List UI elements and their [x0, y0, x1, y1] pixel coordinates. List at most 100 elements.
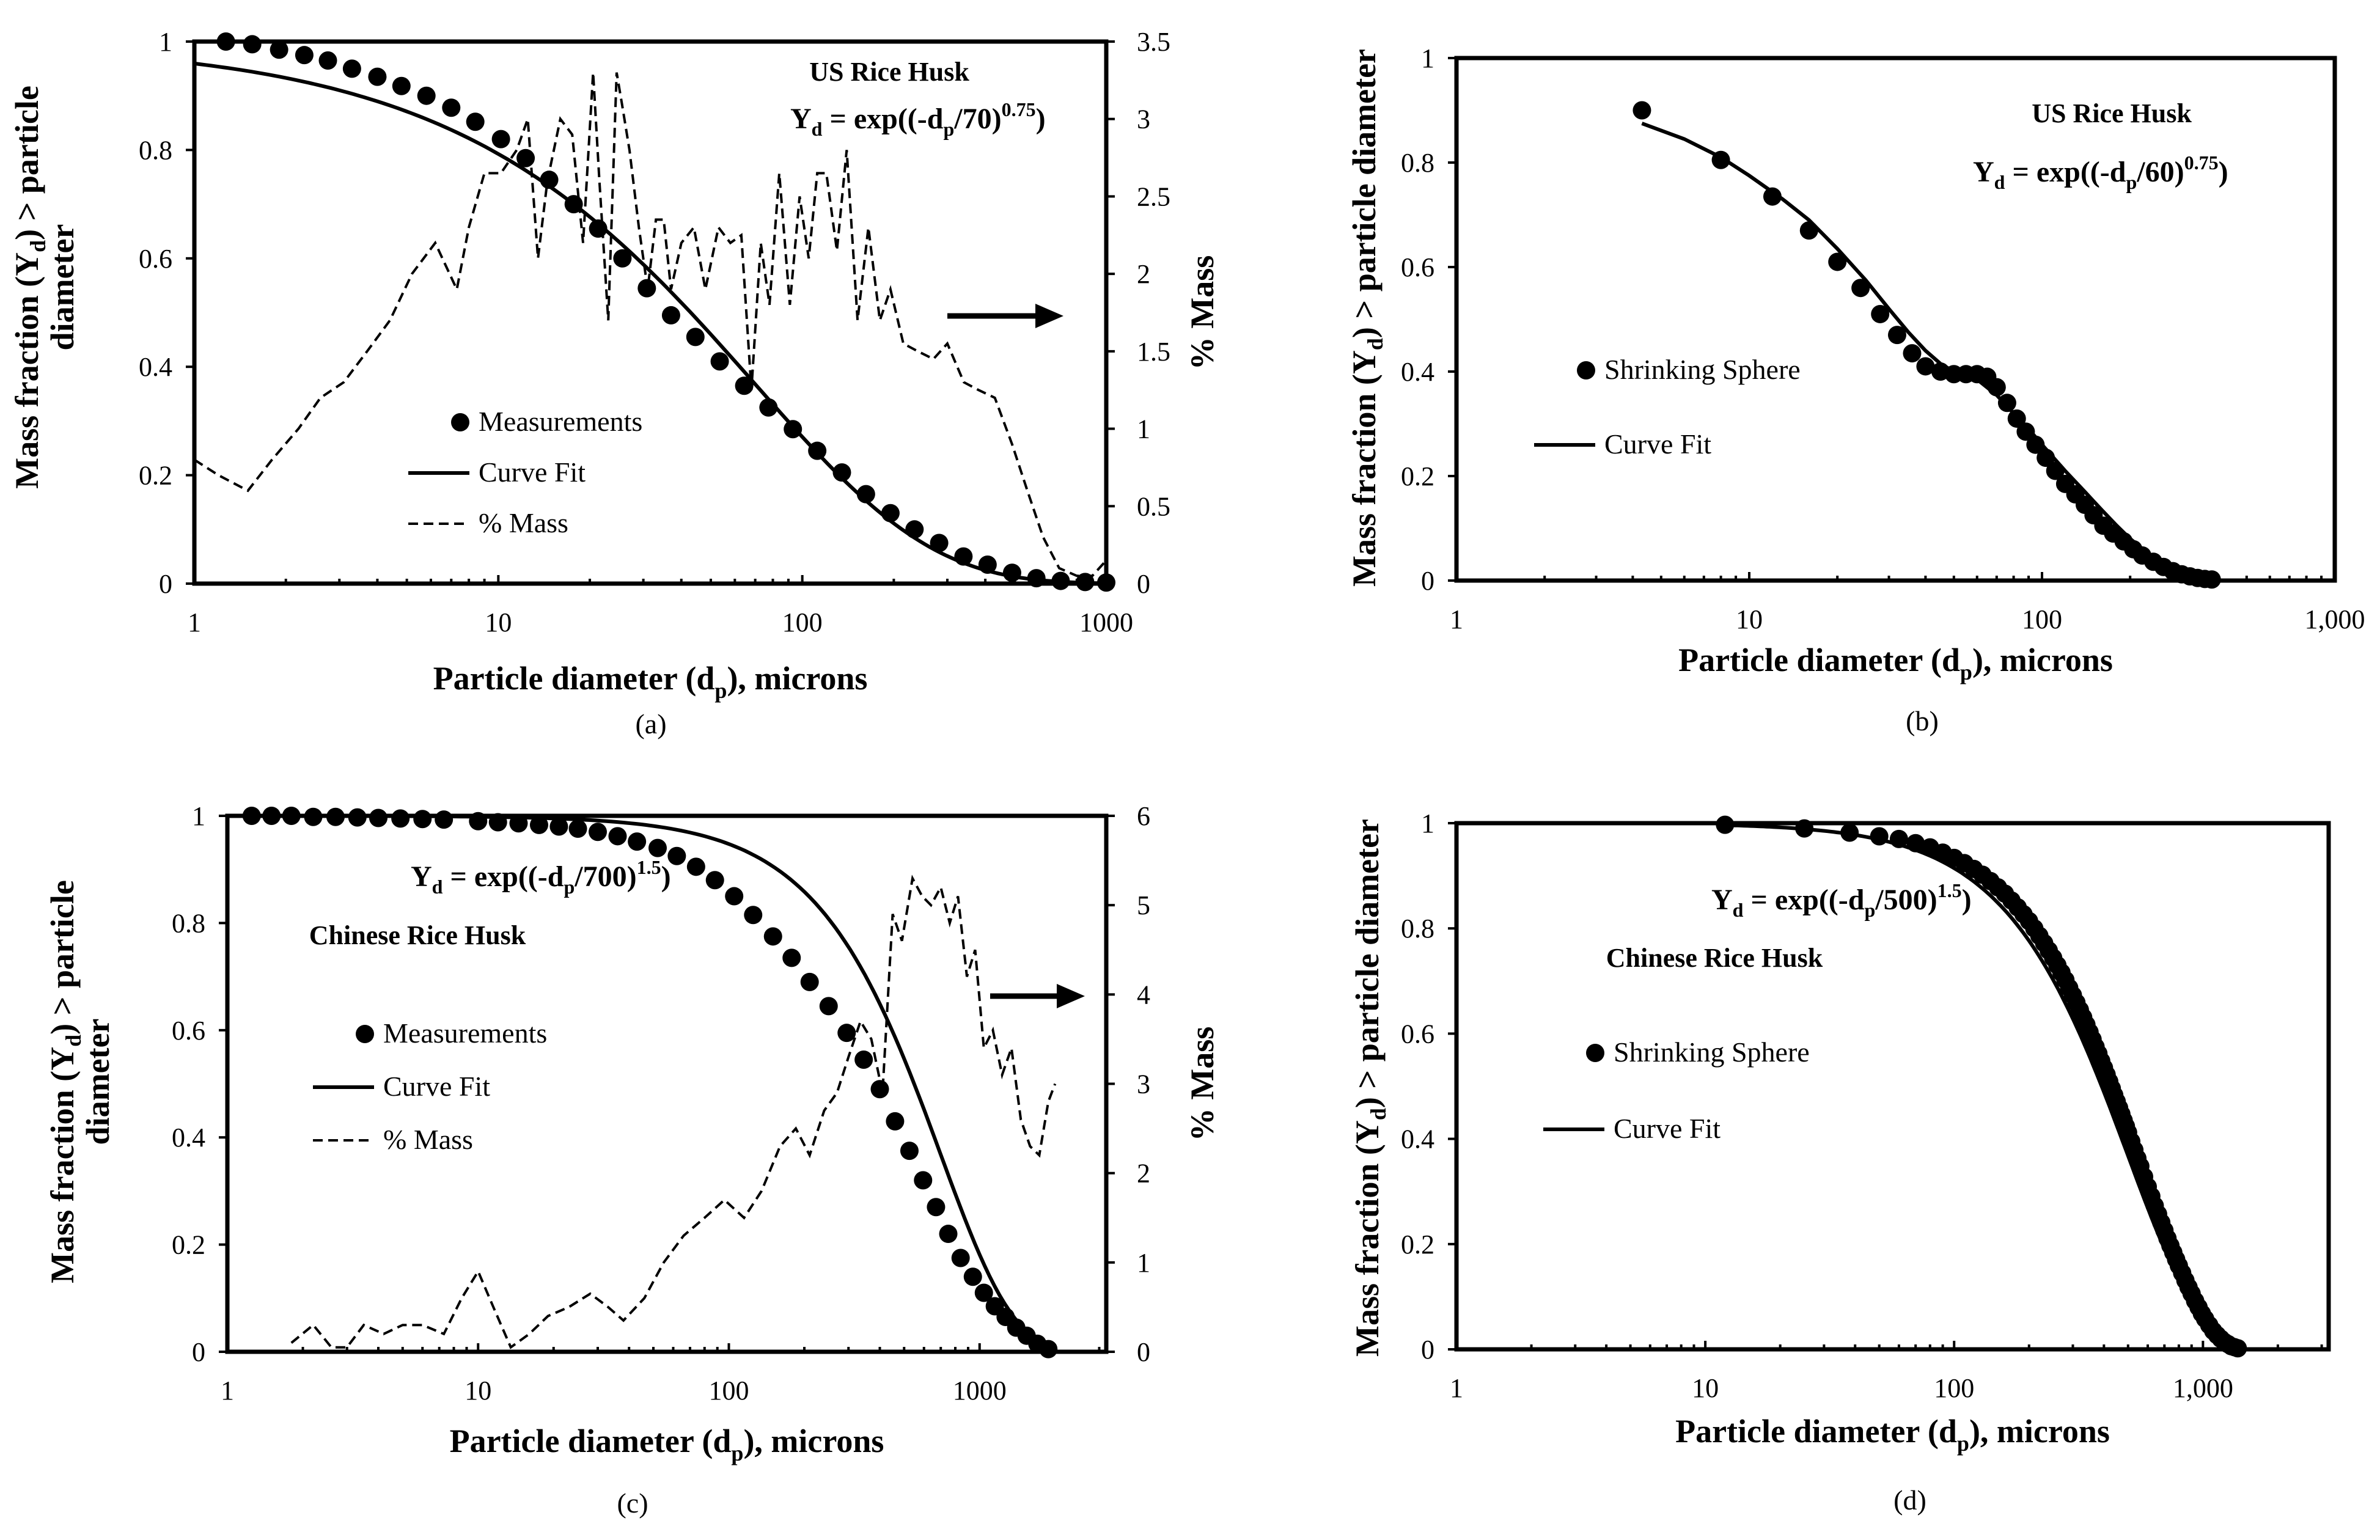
legend-label: Curve Fit — [479, 457, 586, 488]
x-tick-label: 1000 — [1079, 607, 1133, 637]
legend-label: Curve Fit — [1604, 428, 1711, 460]
arrow-right-icon — [1035, 304, 1063, 328]
data-point — [588, 823, 607, 842]
data-point — [369, 809, 387, 827]
data-point — [491, 130, 510, 148]
data-point — [342, 59, 361, 78]
y2-tick-label: 5 — [1137, 890, 1150, 920]
y-tick-label: 1 — [1421, 43, 1434, 73]
data-point — [568, 820, 587, 838]
data-point — [914, 1171, 933, 1190]
y-axis-title-text: Mass fraction (Y — [1346, 350, 1383, 587]
x-tick-label: 100 — [709, 1376, 749, 1406]
data-point — [435, 810, 454, 829]
equation-prefix-sub: d — [1994, 171, 2005, 193]
data-point — [870, 1080, 889, 1099]
dashed-series-line — [193, 72, 1107, 578]
y-axis-title-text: ) > particle — [9, 86, 45, 240]
data-point — [744, 906, 763, 925]
chart-panel-a: 1 10 100 100000.20.40.60.8100.511.522.533.5… — [9, 27, 1221, 739]
legend-label: Curve Fit — [1614, 1113, 1721, 1144]
y2-tick-label: 1.5 — [1137, 337, 1170, 367]
x-tick-label: 1 — [221, 1376, 234, 1406]
y-tick-label: 0.8 — [139, 135, 172, 165]
data-point — [974, 1283, 993, 1302]
series-curve-fit — [1725, 823, 2239, 1346]
equation-prefix-sub: d — [432, 876, 443, 898]
x-axis-title-text: Particle diameter (d — [433, 660, 715, 697]
x-axis-title-sub: p — [714, 678, 727, 703]
data-point — [1887, 326, 1906, 345]
y-axis-title-sub: d — [26, 240, 50, 252]
data-point — [466, 112, 485, 131]
equation-body-sub: p — [1864, 899, 1875, 921]
panel-label: (c) — [617, 1487, 648, 1519]
legend-label: % Mass — [383, 1124, 473, 1155]
data-point — [782, 948, 801, 967]
equation-body-sub: p — [2126, 171, 2137, 193]
legend: Shrinking Sphere Curve Fit — [1534, 354, 1801, 460]
y-axis-title: Mass fraction (Yd) > particle — [44, 880, 86, 1283]
data-point — [763, 927, 782, 946]
series-shrinking-sphere — [1633, 101, 2221, 589]
panel-label: (d) — [1893, 1484, 1926, 1516]
x-axis-title: Particle diameter (dp), microns — [433, 660, 868, 703]
data-point — [442, 98, 461, 117]
y-tick-label: 0.8 — [1401, 148, 1434, 178]
x-tick-label: 1,000 — [2305, 604, 2365, 634]
data-point — [1903, 344, 1922, 363]
legend-marker-icon — [356, 1025, 374, 1043]
y2-axis-title: % Mass — [1184, 1027, 1221, 1142]
legend-label: Measurements — [479, 406, 642, 437]
data-point — [686, 857, 705, 876]
y-tick-label: 0 — [1421, 566, 1434, 596]
data-point — [243, 35, 262, 54]
equation-body: = exp((-d — [2005, 156, 2126, 188]
panel-label: (a) — [635, 708, 666, 739]
x-tick-label: 10 — [485, 607, 512, 637]
y-axis-title: diameter — [44, 224, 81, 351]
data-point — [963, 1267, 982, 1286]
y-tick-label: 1 — [1421, 809, 1434, 838]
y-axis-title-text: ) > particle diameter — [1346, 49, 1383, 338]
y2-axis-title: % Mass — [1184, 255, 1221, 370]
data-point — [930, 534, 949, 552]
x-tick-label: 10 — [465, 1376, 491, 1406]
data-point — [469, 812, 488, 831]
x-tick-label: 1 — [188, 607, 201, 637]
data-point — [886, 1112, 905, 1131]
chart-title: US Rice Husk — [2032, 98, 2192, 128]
data-point — [392, 76, 411, 95]
data-point — [951, 1248, 970, 1267]
y-tick-label: 0.6 — [172, 1016, 205, 1046]
y-tick-label: 0.6 — [139, 244, 172, 274]
curve-fit-line — [194, 61, 1107, 585]
y-axis-title-text: ) > particle — [44, 880, 81, 1035]
data-point — [1633, 101, 1651, 120]
x-tick-label: 100 — [1934, 1373, 1974, 1403]
data-point — [725, 887, 744, 906]
y-tick-label: 0.4 — [172, 1123, 205, 1153]
equation-prefix: Y — [790, 103, 812, 135]
x-axis-title-text: Particle diameter (d — [450, 1423, 732, 1459]
data-point — [705, 871, 724, 890]
y-axis-title: Mass fraction (Yd) > particle diameter — [1346, 49, 1387, 587]
y-axis-title-text: Mass fraction (Y — [9, 252, 45, 489]
x-axis-title: Particle diameter (dp), microns — [1675, 1413, 2110, 1456]
data-point — [270, 40, 288, 59]
data-point — [661, 306, 680, 324]
legend-label: Curve Fit — [383, 1071, 490, 1102]
data-point — [413, 810, 432, 829]
y-axis-title-text: diameter — [44, 224, 81, 351]
y-tick-label: 0.4 — [1401, 357, 1434, 387]
data-point — [1828, 252, 1847, 271]
x-axis-title: Particle diameter (dp), microns — [450, 1423, 884, 1465]
data-point — [667, 846, 686, 865]
data-point — [800, 972, 819, 991]
arrow-right-icon — [1057, 984, 1085, 1008]
y2-tick-label: 2.5 — [1137, 182, 1170, 211]
equation-close: ) — [1036, 103, 1046, 135]
plot-frame — [192, 39, 1109, 586]
chart-title: US Rice Husk — [809, 57, 969, 87]
x-tick-label: 100 — [782, 607, 823, 637]
